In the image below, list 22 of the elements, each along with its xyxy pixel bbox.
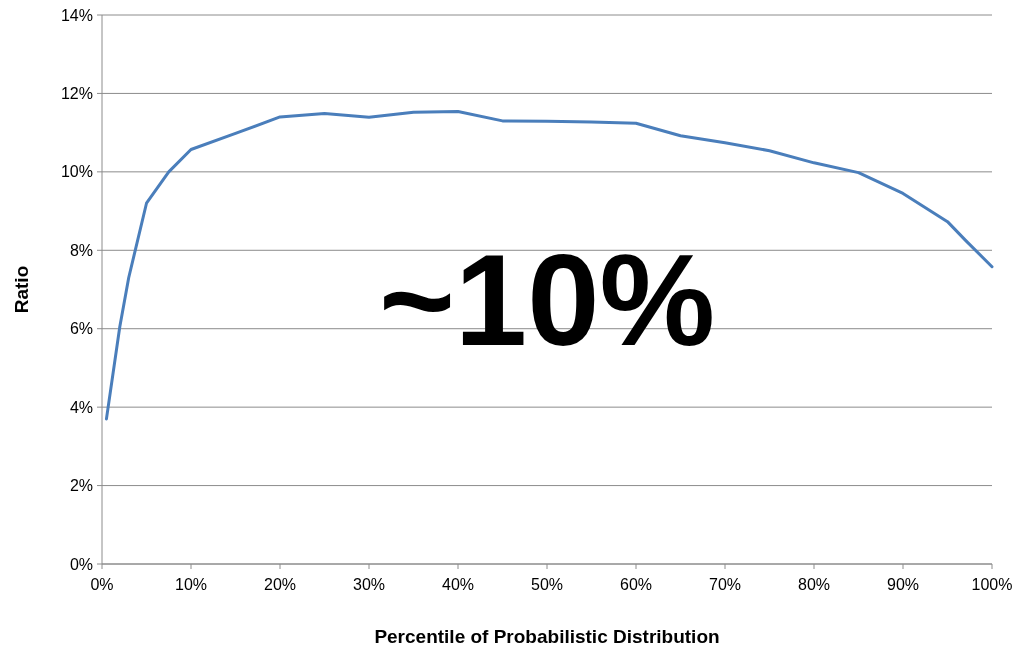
- x-tick-label: 100%: [971, 576, 1013, 593]
- annotation: ~10%: [378, 227, 716, 373]
- y-tick-label: 12%: [60, 85, 93, 103]
- x-axis-title: Percentile of Probabilistic Distribution: [374, 626, 720, 647]
- y-axis-title: Ratio: [11, 265, 32, 314]
- x-tick-label: 70%: [708, 576, 742, 593]
- y-tick-label: 4%: [69, 398, 93, 416]
- x-tick-label: 10%: [174, 576, 208, 593]
- x-tick-label: 20%: [263, 576, 297, 593]
- x-tick-label: 80%: [797, 576, 831, 593]
- x-tick-label: 50%: [530, 576, 564, 593]
- x-tick-label: 60%: [619, 576, 653, 593]
- y-tick-label: 0%: [69, 555, 93, 573]
- y-tick-label: 14%: [60, 6, 93, 24]
- y-tick-label: 2%: [69, 477, 93, 495]
- x-tick-label: 90%: [886, 576, 920, 593]
- x-tick-label: 30%: [352, 576, 386, 593]
- y-tick-label: 8%: [69, 241, 93, 259]
- y-tick-label: 10%: [60, 163, 93, 181]
- x-tick-label: 0%: [90, 576, 114, 593]
- x-tick-label: 40%: [441, 576, 475, 593]
- y-tick-label: 6%: [69, 320, 93, 338]
